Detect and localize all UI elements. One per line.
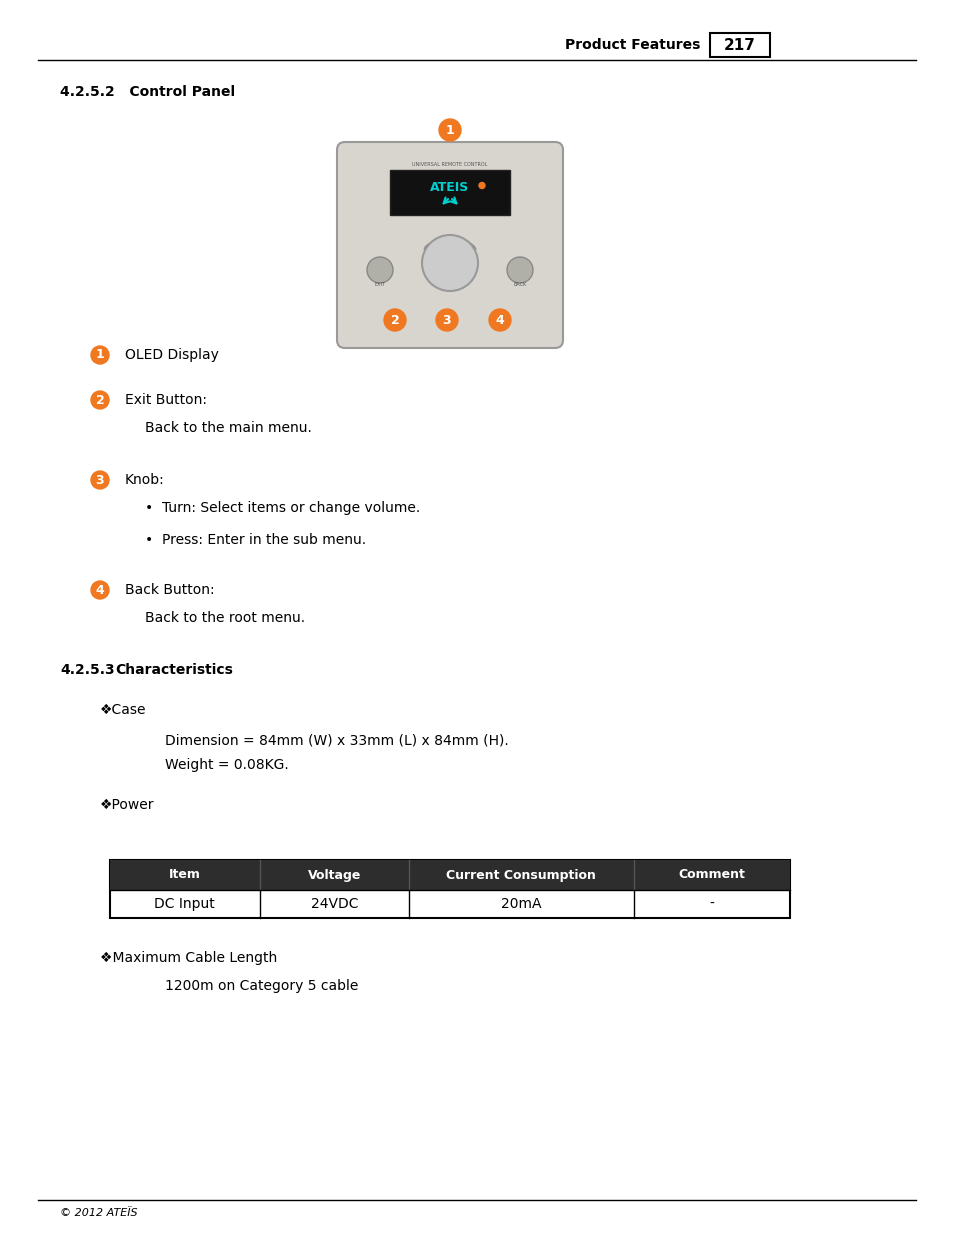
Text: EXIT: EXIT: [375, 283, 385, 288]
Text: 1200m on Category 5 cable: 1200m on Category 5 cable: [165, 979, 358, 993]
Text: Back to the root menu.: Back to the root menu.: [145, 611, 305, 625]
Circle shape: [384, 309, 406, 331]
Text: 1: 1: [445, 124, 454, 137]
Circle shape: [438, 119, 460, 141]
FancyBboxPatch shape: [110, 860, 789, 918]
Text: OLED Display: OLED Display: [125, 348, 218, 362]
Circle shape: [91, 580, 109, 599]
Text: 2: 2: [95, 394, 104, 406]
Text: ATEIS: ATEIS: [430, 182, 469, 194]
FancyBboxPatch shape: [110, 860, 789, 890]
Text: Comment: Comment: [678, 868, 744, 882]
Circle shape: [91, 391, 109, 409]
Text: ❖Power: ❖Power: [100, 798, 154, 811]
Text: Back to the main menu.: Back to the main menu.: [145, 421, 312, 435]
Text: 4: 4: [95, 583, 104, 597]
Text: 3: 3: [442, 314, 451, 326]
Text: Knob:: Knob:: [125, 473, 165, 487]
Text: Characteristics: Characteristics: [115, 663, 233, 677]
Circle shape: [489, 309, 511, 331]
Text: 3: 3: [95, 473, 104, 487]
Text: 4.2.5.2   Control Panel: 4.2.5.2 Control Panel: [60, 85, 234, 99]
FancyBboxPatch shape: [709, 33, 769, 57]
Text: 20mA: 20mA: [500, 897, 541, 911]
Circle shape: [91, 346, 109, 364]
Circle shape: [421, 235, 477, 291]
Text: ❖Maximum Cable Length: ❖Maximum Cable Length: [100, 951, 277, 965]
Text: Item: Item: [169, 868, 200, 882]
FancyBboxPatch shape: [336, 142, 562, 348]
Text: -: -: [709, 897, 714, 911]
Text: BACK: BACK: [513, 283, 526, 288]
Text: ❖Case: ❖Case: [100, 703, 147, 718]
Circle shape: [506, 257, 533, 283]
Circle shape: [367, 257, 393, 283]
Text: 24VDC: 24VDC: [311, 897, 357, 911]
Text: Back Button:: Back Button:: [125, 583, 214, 597]
Text: Voltage: Voltage: [308, 868, 360, 882]
Text: 4.2.5.3: 4.2.5.3: [60, 663, 114, 677]
Text: Current Consumption: Current Consumption: [446, 868, 596, 882]
Text: 217: 217: [723, 37, 755, 53]
Text: 2: 2: [390, 314, 399, 326]
Text: •  Turn: Select items or change volume.: • Turn: Select items or change volume.: [145, 501, 420, 515]
Text: Dimension = 84mm (W) x 33mm (L) x 84mm (H).: Dimension = 84mm (W) x 33mm (L) x 84mm (…: [165, 734, 508, 747]
Text: 4: 4: [496, 314, 504, 326]
Text: Weight = 0.08KG.: Weight = 0.08KG.: [165, 758, 289, 772]
Text: DC Input: DC Input: [154, 897, 215, 911]
Text: Exit Button:: Exit Button:: [125, 393, 207, 408]
Text: 1: 1: [95, 348, 104, 362]
Text: © 2012 ATEÏS: © 2012 ATEÏS: [60, 1208, 137, 1218]
Circle shape: [436, 309, 457, 331]
FancyBboxPatch shape: [390, 170, 510, 215]
Circle shape: [91, 471, 109, 489]
Circle shape: [478, 183, 484, 189]
Text: •  Press: Enter in the sub menu.: • Press: Enter in the sub menu.: [145, 534, 366, 547]
Text: UNIVERSAL REMOTE CONTROL: UNIVERSAL REMOTE CONTROL: [412, 162, 487, 167]
Text: Product Features: Product Features: [564, 38, 700, 52]
